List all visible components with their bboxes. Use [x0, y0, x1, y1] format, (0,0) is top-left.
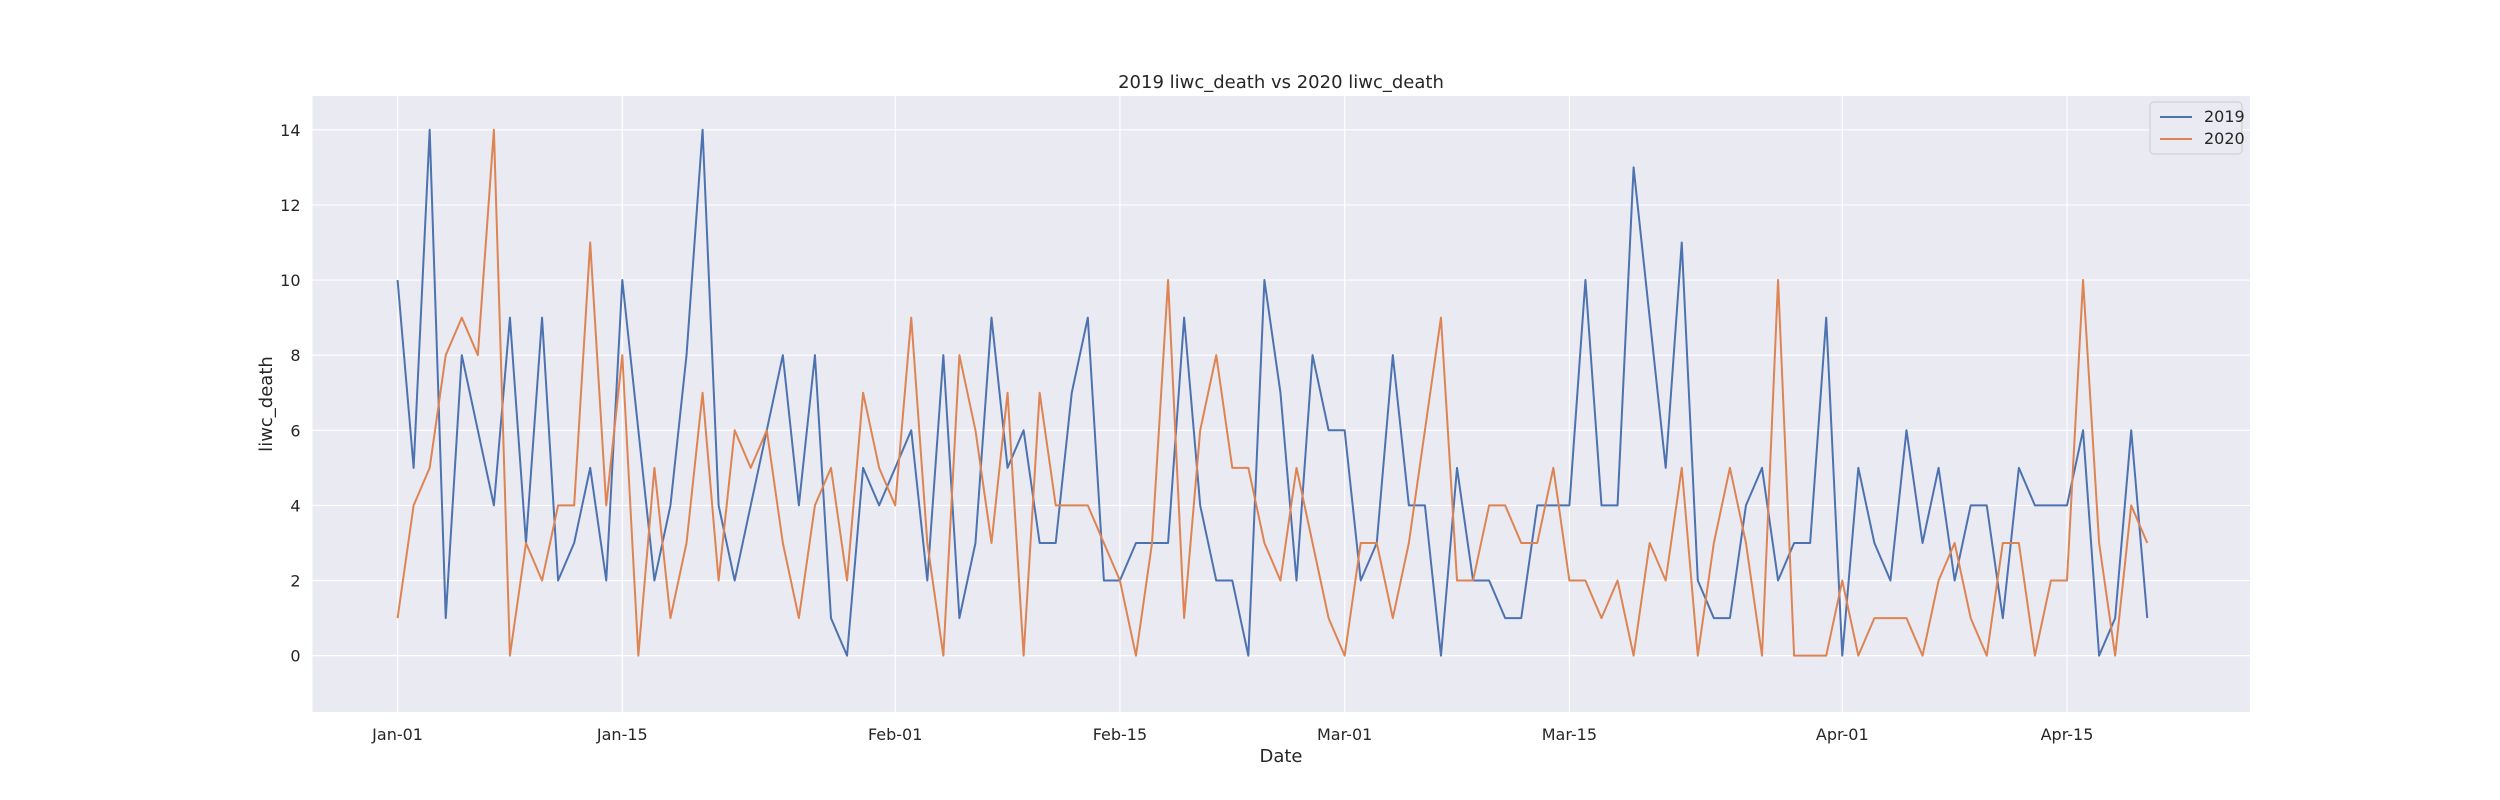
legend: 2019 2020 [2149, 101, 2245, 155]
x-tick-label: Mar-01 [1317, 725, 1372, 744]
legend-label-2020: 2020 [2204, 129, 2245, 148]
series-lines [396, 128, 2149, 657]
legend-label-2019: 2019 [2204, 107, 2245, 126]
x-tick-label: Apr-15 [2041, 725, 2094, 744]
x-tick-label: Jan-15 [596, 725, 648, 744]
x-tick-label: Jan-01 [371, 725, 423, 744]
x-tick-label: Apr-01 [1816, 725, 1869, 744]
y-axis-ticks: 0 2 4 6 8 10 12 14 [280, 121, 300, 666]
y-tick-label: 4 [290, 496, 300, 515]
series-line-2020 [396, 128, 2149, 657]
y-tick-label: 8 [290, 346, 300, 365]
y-tick-label: 12 [280, 196, 300, 215]
x-tick-label: Mar-15 [1542, 725, 1597, 744]
x-axis-title: Date [1259, 746, 1302, 767]
y-tick-label: 14 [280, 121, 300, 140]
y-tick-label: 10 [280, 271, 300, 290]
chart-title: 2019 liwc_death vs 2020 liwc_death [1118, 72, 1444, 93]
x-tick-label: Feb-15 [1093, 725, 1147, 744]
y-tick-label: 6 [290, 421, 300, 440]
x-axis-ticks: Jan-01 Jan-15 Feb-01 Feb-15 Mar-01 Mar-15 Apr-… [371, 725, 2093, 744]
y-axis-title: liwc_death [256, 356, 277, 452]
legend-box [2149, 101, 2243, 155]
y-tick-label: 0 [290, 647, 300, 666]
y-tick-label: 2 [290, 572, 300, 591]
x-tick-label: Feb-01 [868, 725, 922, 744]
series-line-2019 [396, 128, 2149, 657]
